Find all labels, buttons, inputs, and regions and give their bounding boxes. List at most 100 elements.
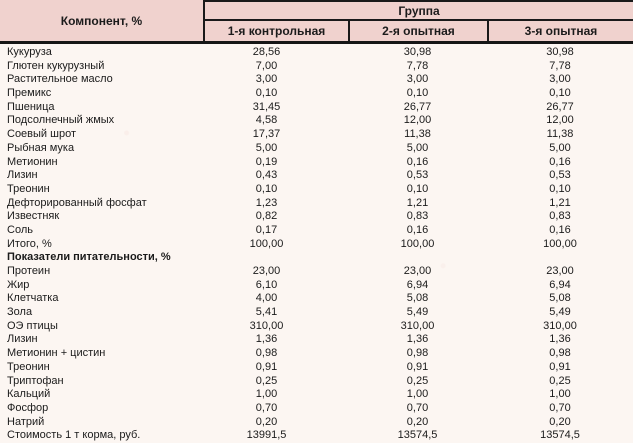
component-cell: Дефторированный фосфат (7, 196, 147, 209)
group-header-area: Группа 1-я контрольная 2-я опытная 3-я о… (205, 0, 633, 41)
value-cell-test-group-3: 0,10 (549, 87, 571, 100)
value-cell-control-group: 1,23 (255, 196, 278, 209)
value-cell-control-group: 31,45 (252, 100, 281, 113)
value-cell-test-group-3: 26,77 (546, 100, 574, 113)
value-cell-test-group-3: 1,00 (549, 388, 571, 401)
value-cell-test-group-2: 5,00 (406, 141, 429, 154)
component-cell: Пшеница (7, 100, 55, 113)
value-cell-test-group-2: 23,00 (403, 265, 432, 277)
component-cell: Подсолнечный жмых (7, 114, 115, 127)
component-cell: Премикс (7, 87, 52, 100)
value-cell-control-group: 13991,5 (246, 429, 287, 442)
table-row: Треонин 0,91 0,91 0,91 (0, 361, 633, 375)
value-cell-test-group-3: 0,16 (549, 223, 571, 236)
table-row: Соль 0,17 0,16 0,16 (0, 224, 633, 238)
value-cell-control-group: 0,82 (255, 210, 278, 223)
group-subheaders: 1-я контрольная 2-я опытная 3-я опытная (205, 21, 633, 41)
value-cell-test-group-3: 0,16 (549, 155, 571, 168)
value-cell-test-group-2: 3,00 (406, 73, 429, 86)
value-cell-test-group-2: 1,21 (406, 196, 429, 209)
value-cell-test-group-2: 0,83 (406, 210, 429, 223)
table-row: Известняк 0,82 0,83 0,83 (0, 210, 633, 224)
value-cell-control-group: 0,19 (255, 155, 278, 168)
table-row: Фосфор 0,70 0,70 0,70 (0, 402, 633, 416)
value-cell-test-group-3: 0,10 (549, 182, 571, 195)
value-cell-test-group-3: 6,94 (549, 278, 571, 291)
value-cell-control-group: 0,10 (255, 87, 278, 100)
table-row: Дефторированный фосфат 1,23 1,21 1,21 (0, 197, 633, 211)
table-row: Итого, % 100,00 100,00 100,00 (0, 238, 633, 252)
table-row: Премикс 0,10 0,10 0,10 (0, 87, 633, 101)
table-row: Метионин + цистин 0,98 0,98 0,98 (0, 347, 633, 361)
value-cell-test-group-3: 0,20 (549, 415, 571, 428)
value-cell-control-group: 0,25 (255, 374, 278, 387)
value-cell-control-group: 0,98 (255, 347, 278, 360)
component-cell: Триптофан (7, 374, 64, 387)
value-cell-test-group-2: 5,49 (406, 306, 429, 319)
value-cell-test-group-2: 0,10 (406, 87, 429, 100)
value-cell-control-group: 5,00 (255, 141, 278, 154)
table-row: Клетчатка 4,00 5,08 5,08 (0, 292, 633, 306)
column-header-test-group-2: 2-я опытная (348, 21, 487, 41)
table-row: Протеин 23,00 23,00 23,00 (0, 265, 633, 279)
value-cell-test-group-3: 100,00 (543, 237, 577, 250)
component-column-header-label: Компонент, % (60, 13, 143, 28)
value-cell-test-group-3: 5,00 (549, 141, 571, 154)
component-cell: Метионин (7, 155, 58, 168)
table-row: Зола 5,41 5,49 5,49 (0, 306, 633, 320)
value-cell-test-group-3: 7,78 (549, 59, 571, 72)
value-cell-test-group-2: 0,98 (406, 347, 429, 360)
value-cell-test-group-3: 0,70 (549, 401, 571, 414)
table-row: Лизин 1,36 1,36 1,36 (0, 333, 633, 347)
component-cell: Итого, % (7, 237, 52, 250)
value-cell-test-group-2: 310,00 (400, 319, 435, 332)
value-cell-test-group-3: 5,08 (549, 292, 571, 305)
component-cell: Стоимость 1 т корма, руб. (7, 429, 141, 442)
component-cell: ОЭ птицы (7, 319, 58, 332)
value-cell-control-group: 3,00 (255, 73, 278, 86)
component-cell: Кукуруза (7, 46, 52, 58)
value-cell-test-group-3: 310,00 (543, 319, 577, 332)
component-cell: Показатели питательности, % (7, 251, 171, 264)
component-cell: Растительное масло (7, 73, 113, 86)
table-row: Натрий 0,20 0,20 0,20 (0, 416, 633, 430)
value-cell-test-group-3: 1,21 (549, 196, 571, 209)
value-cell-test-group-3: 5,49 (549, 306, 571, 319)
value-cell-test-group-3: 0,91 (549, 360, 571, 373)
value-cell-test-group-3: 0,83 (549, 210, 571, 223)
value-cell-test-group-2: 6,94 (406, 278, 429, 291)
table-row: Триптофан 0,25 0,25 0,25 (0, 375, 633, 389)
value-cell-test-group-2: 0,16 (406, 155, 429, 168)
value-cell-test-group-3: 3,00 (549, 73, 571, 86)
value-cell-test-group-2: 5,08 (406, 292, 429, 305)
table-row: Рыбная мука 5,00 5,00 5,00 (0, 142, 633, 156)
component-cell: Треонин (7, 360, 50, 373)
component-cell: Лизин (7, 333, 38, 346)
column-header-test-group-3: 3-я опытная (487, 21, 633, 41)
component-cell: Протеин (7, 265, 51, 277)
component-cell: Соевый шрот (7, 128, 76, 141)
value-cell-test-group-3: 11,38 (546, 128, 574, 141)
column-header-control-group: 1-я контрольная (227, 24, 326, 38)
value-cell-test-group-3: 23,00 (546, 265, 574, 277)
value-cell-test-group-3: 12,00 (546, 114, 574, 127)
value-cell-test-group-2: 1,36 (406, 333, 429, 346)
value-cell-test-group-3: 13574,5 (540, 429, 580, 442)
value-cell-control-group: 1,00 (255, 388, 278, 401)
component-cell: Клетчатка (7, 292, 59, 305)
value-cell-test-group-2: 0,53 (406, 169, 429, 182)
value-cell-test-group-3: 0,98 (549, 347, 571, 360)
table-row: Кукуруза 28,56 30,98 30,98 (0, 46, 633, 60)
value-cell-control-group: 6,10 (255, 278, 278, 291)
value-cell-test-group-3: 30,98 (546, 46, 574, 58)
value-cell-control-group: 0,20 (255, 415, 278, 428)
table-row: Стоимость 1 т корма, руб. 13991,5 13574,… (0, 429, 633, 443)
table-body: Кукуруза 28,56 30,98 30,98 Глютен кукуру… (0, 44, 633, 443)
table-row: Треонин 0,10 0,10 0,10 (0, 183, 633, 197)
component-column-header: Компонент, % (0, 0, 205, 41)
value-cell-control-group: 1,36 (255, 333, 278, 346)
value-cell-control-group: 4,58 (255, 114, 278, 127)
component-cell: Натрий (7, 415, 45, 428)
value-cell-test-group-3: 0,53 (549, 169, 571, 182)
